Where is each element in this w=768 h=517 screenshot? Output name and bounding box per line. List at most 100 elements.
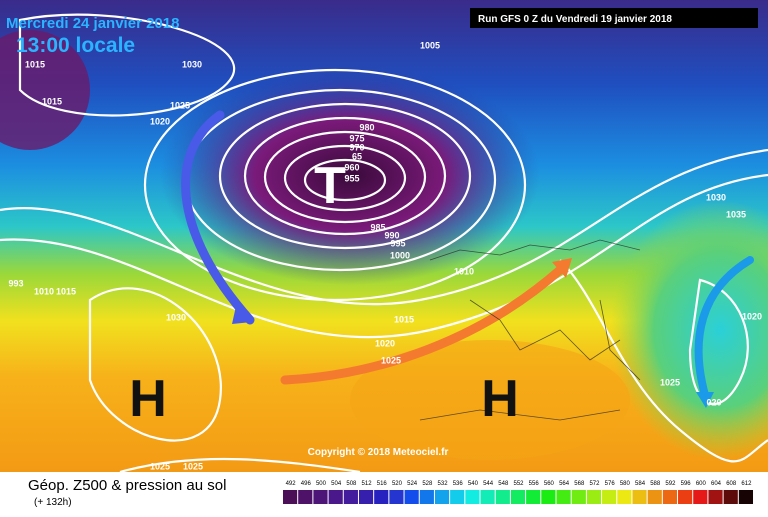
scale-swatch — [602, 490, 617, 504]
scale-swatch — [374, 490, 389, 504]
scale-label: 492 — [286, 481, 297, 487]
isobar — [243, 116, 447, 236]
scale-swatch — [495, 490, 510, 504]
isobar-label: 1015 — [25, 59, 45, 69]
scale-label: 500 — [316, 481, 327, 487]
isobar-label: 955 — [344, 173, 359, 183]
pressure-center: T — [314, 157, 346, 215]
isobar-label: 1025 — [381, 355, 401, 365]
isobar-label: 1030 — [706, 192, 726, 202]
isobar-label: 990 — [384, 230, 399, 240]
scale-label: 540 — [468, 481, 479, 487]
isobar-label: 1035 — [726, 209, 746, 219]
isobar-label: 1025 — [170, 100, 190, 110]
isobar-label: 1005 — [420, 40, 440, 50]
arrow-head — [552, 258, 572, 278]
scale-label: 612 — [741, 481, 752, 487]
scale-swatch — [510, 490, 526, 504]
isobar — [688, 278, 749, 406]
isobar-label: 1015 — [394, 314, 414, 324]
scale-label: 584 — [635, 481, 646, 487]
scale-label: 608 — [726, 481, 737, 487]
scale-label: 596 — [681, 481, 692, 487]
isobar-label: 993 — [8, 278, 23, 288]
isobar — [119, 457, 361, 474]
scale-label: 552 — [513, 481, 524, 487]
scale-swatch — [328, 490, 343, 504]
scale-label: 508 — [346, 481, 357, 487]
scale-label: 604 — [711, 481, 722, 487]
scale-swatch — [358, 490, 374, 504]
scale-swatch — [313, 490, 328, 504]
scale-swatch — [480, 490, 495, 504]
scale-swatch — [647, 490, 662, 504]
isobar-label: 1025 — [660, 377, 680, 387]
isobar-label: 1020 — [742, 311, 762, 321]
isobar-label: 1010 — [34, 286, 54, 296]
scale-label: 516 — [377, 481, 388, 487]
scale-label: 524 — [407, 481, 418, 487]
scale-swatch — [389, 490, 404, 504]
scale-label: 568 — [574, 481, 585, 487]
scale-label: 576 — [605, 481, 616, 487]
isobar-label: 1010 — [454, 266, 474, 276]
scale-swatch — [434, 490, 450, 504]
isobar — [0, 148, 768, 306]
isobar-label: 1000 — [390, 250, 410, 260]
isobar — [283, 144, 407, 212]
scale-swatch — [617, 490, 632, 504]
low-area — [160, 65, 540, 285]
pressure-center: H — [129, 370, 167, 428]
scale-label: 600 — [696, 481, 707, 487]
scale-label: 572 — [589, 481, 600, 487]
isobar — [88, 287, 222, 442]
isobar-label: 975 — [349, 133, 364, 143]
isobar-label: 960 — [344, 162, 359, 172]
arrow-head — [696, 392, 714, 408]
scale-label: 520 — [392, 481, 403, 487]
low-area — [0, 30, 90, 150]
scale-label: 548 — [498, 481, 509, 487]
isobar — [18, 13, 236, 117]
cool-area — [610, 200, 768, 460]
isobar — [559, 259, 768, 463]
isobar — [0, 173, 768, 339]
scale-swatch — [465, 490, 480, 504]
scale-label: 536 — [453, 481, 464, 487]
scale-swatch — [419, 490, 434, 504]
scale-swatch — [571, 490, 586, 504]
scale-label: 556 — [529, 481, 540, 487]
scale-swatch — [723, 490, 738, 504]
scale-swatch — [632, 490, 647, 504]
flow-arrow — [181, 110, 255, 325]
scale-swatch — [404, 490, 419, 504]
scale-swatch — [526, 490, 541, 504]
isobar — [263, 130, 427, 224]
scale-label: 564 — [559, 481, 570, 487]
scale-swatch — [738, 490, 753, 504]
pressure-center: H — [481, 370, 519, 428]
scale-label: 504 — [331, 481, 342, 487]
isobar-label: 985 — [370, 222, 385, 232]
isobar-label: 1030 — [182, 59, 202, 69]
scale-swatch — [662, 490, 678, 504]
isobars — [0, 13, 768, 474]
date: Mercredi 24 janvier 2018 — [6, 15, 179, 32]
scale-label: 512 — [362, 481, 373, 487]
scale-label: 496 — [301, 481, 312, 487]
scale-swatch — [708, 490, 723, 504]
scale-swatch — [283, 490, 298, 504]
run-box — [470, 8, 758, 28]
run-info: Run GFS 0 Z du Vendredi 19 janvier 2018 — [478, 14, 672, 25]
scale-label: 544 — [483, 481, 494, 487]
scale-label: 588 — [650, 481, 661, 487]
isobar-label: 970 — [349, 142, 364, 152]
scale-label: 528 — [422, 481, 433, 487]
isobar-label: 1025 — [183, 461, 203, 471]
arrow-head — [232, 306, 252, 324]
scale-label: 580 — [620, 481, 631, 487]
isobar-label: 020 — [706, 397, 721, 407]
isobar-label: 65 — [352, 151, 362, 161]
isobar — [303, 158, 387, 202]
